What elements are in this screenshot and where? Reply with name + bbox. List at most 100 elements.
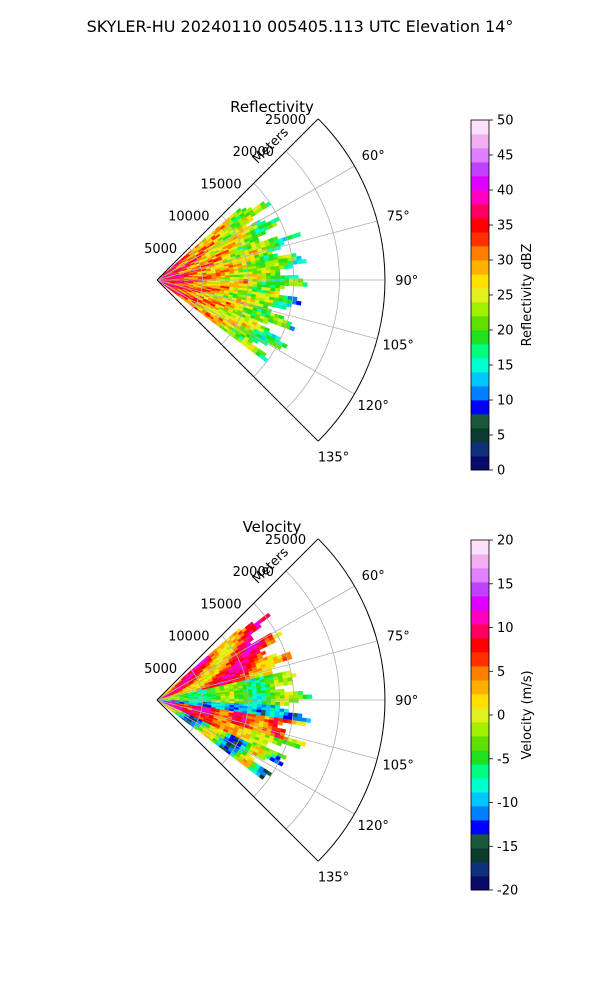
radar-gate — [247, 691, 253, 695]
radar-gate — [275, 278, 281, 283]
colorbar-segment — [471, 400, 489, 415]
radar-gate — [243, 274, 249, 278]
radar-gate — [293, 691, 299, 696]
radar-gate — [252, 273, 258, 277]
radar-gate — [279, 698, 285, 703]
radar-gate — [275, 275, 281, 280]
radar-gate — [256, 281, 263, 285]
radar-gate — [248, 216, 254, 223]
azimuth-tick-label: 75° — [387, 209, 410, 224]
radar-gate — [252, 701, 258, 705]
colorbar-tick-label: 5 — [497, 429, 505, 444]
radar-gate — [247, 276, 254, 280]
colorbar-segment — [471, 848, 489, 863]
colorbar-tick-label: -15 — [497, 840, 518, 855]
radar-gate — [259, 755, 266, 761]
radar-gate — [295, 300, 302, 306]
radar-gate — [293, 698, 299, 703]
radar-gate — [270, 269, 276, 274]
radar-gate — [297, 690, 304, 696]
colorbar-segment — [471, 568, 489, 583]
colorbar-segment — [471, 750, 489, 765]
radar-gate — [282, 718, 289, 724]
colorbar-segment — [471, 596, 489, 611]
azimuth-tick-label: 60° — [362, 149, 385, 164]
azimuth-gridline — [156, 640, 378, 701]
colorbar-segment — [471, 372, 489, 387]
radar-gate — [270, 663, 276, 669]
radar-gate — [293, 694, 299, 699]
radar-gate — [243, 694, 249, 698]
radar-gate — [243, 279, 249, 282]
colorbar-segment — [471, 456, 489, 471]
colorbar-tick-label: 35 — [497, 219, 514, 234]
radar-gate — [275, 692, 281, 697]
colorbar-segment — [471, 204, 489, 219]
colorbar-segment — [471, 582, 489, 597]
radar-gate — [247, 273, 253, 278]
radar-gate — [252, 338, 259, 344]
radar-gate — [274, 689, 281, 694]
radar-gate — [279, 281, 285, 286]
radar-gate — [294, 743, 301, 750]
colorbar-segment — [471, 652, 489, 667]
colorbar-tick-label: 15 — [497, 359, 514, 374]
colorbar-tick-label: 15 — [497, 577, 514, 592]
range-tick-label: 5000 — [144, 242, 177, 257]
azimuth-tick-label: 105° — [383, 759, 414, 774]
reflectivity-colorbar-label: Reflectivity dBZ — [520, 244, 535, 347]
colorbar-segment — [471, 316, 489, 331]
radar-gate — [252, 698, 258, 703]
colorbar-segment — [471, 274, 489, 289]
colorbar-tick-label: 20 — [497, 324, 514, 339]
colorbar-tick-label: 10 — [497, 621, 514, 636]
radar-gate — [279, 688, 285, 693]
colorbar-segment — [471, 232, 489, 247]
range-tick-label: 5000 — [144, 662, 177, 677]
reflectivity-colorbar-ticks: 0 5 10 15 20 25 30 35 40 45 50 — [497, 114, 514, 479]
sector-edge — [156, 279, 319, 442]
radar-gate — [266, 695, 272, 700]
colorbar-segment — [471, 134, 489, 149]
radar-gate — [257, 276, 263, 280]
radar-gate — [211, 697, 217, 700]
azimuth-tick-label: 90° — [395, 694, 418, 709]
radar-gate — [284, 278, 290, 283]
radar-gate — [274, 265, 280, 270]
radar-gate — [275, 701, 281, 706]
azimuth-gridline — [156, 165, 355, 281]
radar-gate — [275, 704, 281, 709]
radar-gate — [270, 689, 276, 694]
colorbar-segment — [471, 428, 489, 443]
colorbar-segment — [471, 120, 489, 135]
colorbar-segment — [471, 736, 489, 751]
radar-gate — [289, 694, 295, 699]
radar-gate — [265, 689, 272, 694]
colorbar-segment — [471, 442, 489, 457]
colorbar-segment — [471, 302, 489, 317]
colorbar-segment — [471, 344, 489, 359]
radar-gate — [270, 704, 276, 709]
radar-gate — [283, 264, 289, 270]
radar-gate — [202, 277, 208, 280]
range-tick-label: 25000 — [265, 533, 306, 548]
radar-gate — [270, 281, 276, 286]
radar-gate — [278, 241, 285, 247]
colorbar-segment — [471, 834, 489, 849]
radar-gate — [284, 698, 290, 703]
radar-gate — [270, 701, 276, 706]
radar-gate — [279, 695, 285, 700]
radar-gate — [279, 701, 285, 706]
velocity-colorbar-label: Velocity (m/s) — [520, 670, 535, 759]
radar-gate — [261, 273, 267, 277]
azimuth-tick-label: 120° — [358, 399, 389, 414]
azimuth-tick-label: 120° — [358, 819, 389, 834]
sector-edge — [156, 699, 319, 862]
radar-gate — [238, 276, 244, 280]
radar-gate — [261, 690, 267, 694]
colorbar-segment — [471, 414, 489, 429]
azimuth-gridline — [156, 699, 378, 760]
range-tick-label: 15000 — [200, 597, 241, 612]
radar-gate — [297, 282, 304, 287]
